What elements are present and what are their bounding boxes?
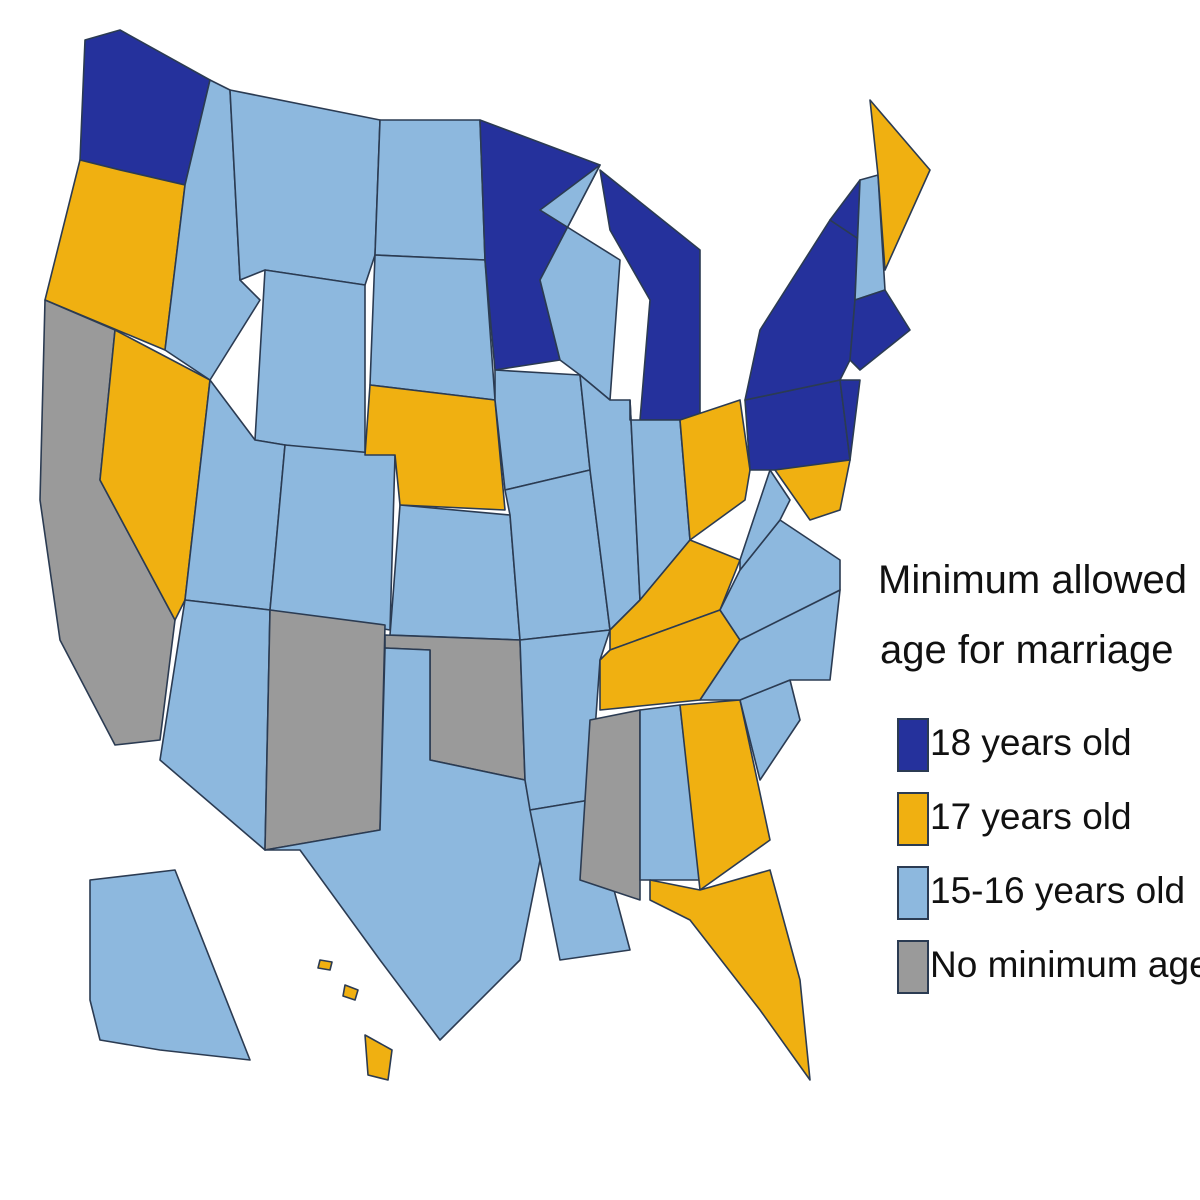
legend-label: 15-16 years old bbox=[930, 870, 1185, 911]
state bbox=[264, 647, 541, 1041]
legend-swatch bbox=[897, 866, 929, 920]
state bbox=[494, 369, 591, 491]
legend-label: 17 years old bbox=[930, 796, 1132, 837]
legend: Minimum allowed age for marriage 18 year… bbox=[878, 558, 1200, 994]
state bbox=[839, 379, 861, 461]
legend-label: No minimum age bbox=[930, 944, 1200, 985]
state bbox=[99, 329, 211, 621]
state bbox=[159, 599, 271, 851]
state bbox=[849, 289, 911, 371]
state bbox=[679, 399, 751, 541]
state bbox=[679, 699, 771, 891]
legend-label: 18 years old bbox=[930, 722, 1132, 763]
state bbox=[229, 89, 381, 286]
state bbox=[317, 959, 333, 971]
state bbox=[369, 254, 496, 401]
state bbox=[264, 609, 386, 851]
state bbox=[342, 984, 359, 1001]
state bbox=[869, 99, 931, 271]
state bbox=[579, 709, 641, 901]
state bbox=[739, 469, 791, 571]
state bbox=[389, 504, 521, 641]
state bbox=[774, 459, 851, 521]
legend-swatch bbox=[897, 940, 929, 994]
legend-title: Minimum allowed bbox=[878, 558, 1187, 602]
state bbox=[744, 219, 861, 401]
state bbox=[539, 164, 621, 401]
legend-swatch bbox=[897, 792, 929, 846]
state bbox=[269, 444, 396, 631]
state bbox=[89, 869, 251, 1061]
state bbox=[254, 269, 366, 456]
legend-title: age for marriage bbox=[880, 628, 1173, 672]
state bbox=[364, 1034, 393, 1081]
state bbox=[649, 869, 811, 1081]
us-map bbox=[39, 29, 931, 1081]
state bbox=[374, 119, 486, 261]
legend-swatch bbox=[897, 718, 929, 772]
